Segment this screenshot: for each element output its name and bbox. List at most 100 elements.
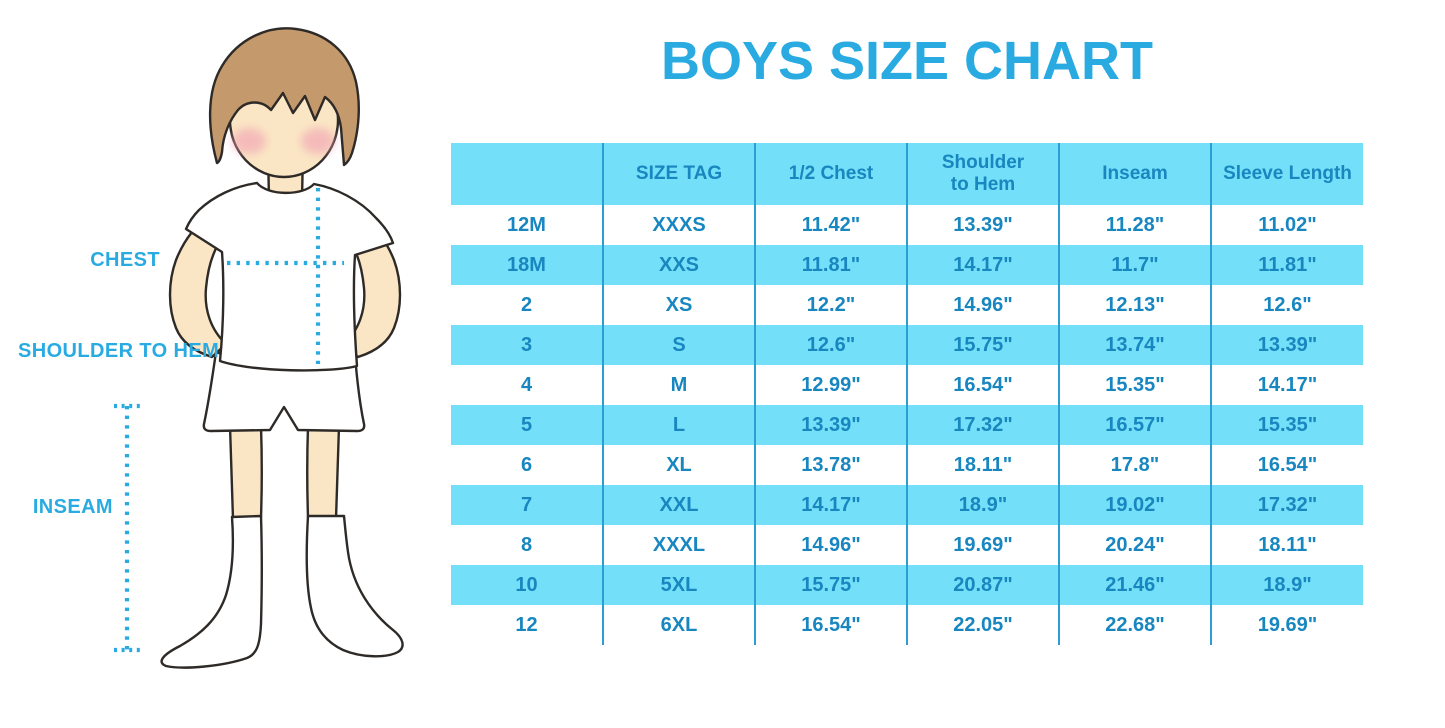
table-body: 12M XXXS 11.42" 13.39" 11.28" 11.02" 18M XXS 11.… xyxy=(451,205,1363,645)
chest-label: CHEST xyxy=(90,249,160,271)
cheek-left xyxy=(232,128,266,154)
column-header: 1/2 Chest xyxy=(754,143,907,205)
measurement-cell: 21.46" xyxy=(1058,565,1211,605)
measurement-cell: 12.6" xyxy=(754,325,907,365)
column-header: Shoulder to Hem xyxy=(906,143,1059,205)
measurement-cell: XS xyxy=(602,285,755,325)
measurement-cell: 5XL xyxy=(602,565,755,605)
table-row: 10 5XL 15.75" 20.87" 21.46" 18.9" xyxy=(451,565,1363,605)
measurement-cell: 19.02" xyxy=(1058,485,1211,525)
page-title: BOYS SIZE CHART xyxy=(660,31,1154,91)
measurement-cell: XXL xyxy=(602,485,755,525)
measurement-cell: 17.8" xyxy=(1058,445,1211,485)
measurement-cell: 11.81" xyxy=(1210,245,1363,285)
measurement-cell: 11.02" xyxy=(1210,205,1363,245)
column-header-label: SIZE TAG xyxy=(635,163,723,185)
column-header: Sleeve Length xyxy=(1210,143,1363,205)
arm-left xyxy=(168,213,228,359)
measurement-cell: 6XL xyxy=(602,605,755,645)
size-chart-table: SIZE TAG 1/2 Chest Shoulder to Hem Inseam Sl… xyxy=(451,143,1363,645)
table-row: 12M XXXS 11.42" 13.39" 11.28" 11.02" xyxy=(451,205,1363,245)
column-header xyxy=(451,143,603,205)
measurement-cell: 16.57" xyxy=(1058,405,1211,445)
measurement-cell: 12.2" xyxy=(754,285,907,325)
measurement-cell: 14.17" xyxy=(906,245,1059,285)
measurement-cell: S xyxy=(602,325,755,365)
measurement-cell: 13.39" xyxy=(906,205,1059,245)
size-label-cell: 10 xyxy=(451,565,603,605)
size-label-cell: 2 xyxy=(520,293,533,316)
measurement-cell: 12.13" xyxy=(1058,285,1211,325)
size-label-cell: 12 xyxy=(515,613,538,636)
table-row: 2 XS 12.2" 14.96" 12.13" 12.6" xyxy=(451,285,1363,325)
leg-right xyxy=(306,424,341,521)
size-label-cell: 5 xyxy=(451,405,603,445)
measurement-cell: 19.69" xyxy=(1210,605,1363,645)
measurement-cell: 18.9" xyxy=(906,485,1059,525)
measurement-cell: 13.39" xyxy=(754,405,907,445)
table-header-row: SIZE TAG 1/2 Chest Shoulder to Hem Inseam Sl… xyxy=(451,143,1363,205)
measurement-cell: 17.32" xyxy=(906,405,1059,445)
measurement-cell: 18.11" xyxy=(1210,525,1363,565)
t-shirt xyxy=(184,181,395,372)
table-header: SIZE TAG 1/2 Chest Shoulder to Hem Inseam Sl… xyxy=(451,143,1363,205)
column-header-label: Shoulder to Hem xyxy=(941,152,1025,195)
column-header-label: 1/2 Chest xyxy=(788,163,874,185)
table-row: 12 6XL 16.54" 22.05" 22.68" 19.69" xyxy=(451,605,1363,645)
shoulder-to-hem-label: SHOULDER TO HEM xyxy=(18,340,220,362)
measurement-cell: 16.54" xyxy=(906,365,1059,405)
boy-illustration xyxy=(114,27,404,669)
measurement-cell: XXXL xyxy=(602,525,755,565)
table-row: 4 M 12.99" 16.54" 15.35" 14.17" xyxy=(451,365,1363,405)
measurement-cell: 17.32" xyxy=(1210,485,1363,525)
measurement-lines xyxy=(114,188,344,653)
sock-right xyxy=(305,514,404,658)
measurement-cell: 15.75" xyxy=(906,325,1059,365)
measurement-cell: 22.68" xyxy=(1058,605,1211,645)
measurement-cell: 11.81" xyxy=(754,245,907,285)
measurement-cell: 18.11" xyxy=(906,445,1059,485)
measurement-cell: 14.17" xyxy=(1210,365,1363,405)
measurement-cell: 11.28" xyxy=(1058,205,1211,245)
table-row: 5 L 13.39" 17.32" 16.57" 15.35" xyxy=(451,405,1363,445)
column-header-label: Inseam xyxy=(1102,163,1168,185)
boy-figure xyxy=(160,27,404,669)
size-label-cell: 8 xyxy=(520,533,533,556)
measurement-cell: 16.54" xyxy=(1210,445,1363,485)
measurement-cell: 22.05" xyxy=(906,605,1059,645)
size-label-cell: 4 xyxy=(520,373,533,396)
measurement-cell: M xyxy=(602,365,755,405)
leg-left xyxy=(228,424,263,521)
sock-left xyxy=(160,514,263,669)
column-header-label: Sleeve Length xyxy=(1223,163,1352,185)
measurement-cell: 11.7" xyxy=(1058,245,1211,285)
size-label-cell: 6 xyxy=(520,453,533,476)
column-header: SIZE TAG xyxy=(602,143,755,205)
measurement-cell: 13.74" xyxy=(1058,325,1211,365)
measurement-cell: 16.54" xyxy=(754,605,907,645)
measurement-cell: 13.39" xyxy=(1210,325,1363,365)
inseam-label: INSEAM xyxy=(32,496,113,518)
column-header: Inseam xyxy=(1058,143,1211,205)
measurement-cell: XXXS xyxy=(602,205,755,245)
measurement-cell: 20.87" xyxy=(906,565,1059,605)
measurement-cell: 12.6" xyxy=(1210,285,1363,325)
measurement-cell: 12.99" xyxy=(754,365,907,405)
measurement-figure: CHEST SHOULDER TO HEM INSEAM xyxy=(0,0,445,723)
measurement-cell: XL xyxy=(602,445,755,485)
measurement-cell: 20.24" xyxy=(1058,525,1211,565)
table-row: 6 XL 13.78" 18.11" 17.8" 16.54" xyxy=(451,445,1363,485)
size-label-cell: 7 xyxy=(451,485,603,525)
measurement-cell: L xyxy=(602,405,755,445)
measurement-cell: 13.78" xyxy=(754,445,907,485)
size-label-cell: 3 xyxy=(451,325,603,365)
measurement-cell: 19.69" xyxy=(906,525,1059,565)
measurement-cell: 11.42" xyxy=(754,205,907,245)
measurement-cell: 15.35" xyxy=(1058,365,1211,405)
measurement-cell: 14.96" xyxy=(754,525,907,565)
measurement-cell: 15.35" xyxy=(1210,405,1363,445)
measurement-cell: 14.96" xyxy=(906,285,1059,325)
measurement-cell: 14.17" xyxy=(754,485,907,525)
size-label-cell: 18M xyxy=(451,245,603,285)
